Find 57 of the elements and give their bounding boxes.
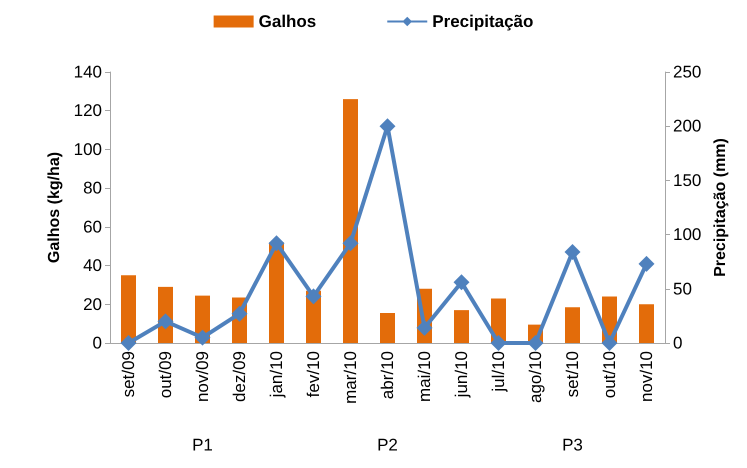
x-tick-label: out/10 — [600, 351, 619, 398]
point — [490, 335, 506, 351]
x-tick-label: set/09 — [119, 351, 138, 398]
y2-tick-label: 0 — [673, 334, 682, 352]
y-tick-label: 0 — [92, 334, 102, 352]
y-tick-label: 80 — [83, 178, 102, 198]
x-tick-label: set/10 — [563, 351, 582, 398]
y2-tick-label: 150 — [673, 170, 702, 190]
point — [158, 313, 174, 330]
legend-label: Precipitação — [432, 12, 534, 31]
point — [638, 256, 654, 272]
y-tick-label: 20 — [83, 294, 102, 314]
bar — [269, 242, 284, 343]
text: P2 — [377, 436, 398, 454]
x-tick-label: mai/10 — [415, 351, 434, 402]
point — [342, 235, 358, 252]
legend-label: Galhos — [258, 12, 316, 31]
point — [528, 335, 544, 351]
bar — [454, 310, 469, 343]
y2-tick-label: 250 — [673, 62, 702, 82]
y-tick-label: 40 — [83, 256, 102, 276]
point — [306, 288, 322, 304]
text: P3 — [562, 436, 583, 454]
y2-axis-title: Precipitação (mm) — [712, 138, 729, 277]
x-tick-label: dez/09 — [230, 351, 249, 402]
bar — [121, 275, 136, 343]
x-tick-label: nov/09 — [193, 351, 212, 402]
y-axis-title: Galhos (kg/ha) — [46, 152, 64, 264]
x-tick-label: out/09 — [156, 351, 175, 398]
y-tick-label: 120 — [74, 101, 102, 120]
y2-tick-label: 100 — [673, 225, 702, 244]
x-tick-label: jan/10 — [267, 351, 286, 398]
y2-tick-label: 50 — [673, 279, 692, 298]
y2-tick-label: 200 — [673, 116, 702, 136]
x-tick-label: fev/10 — [304, 351, 323, 398]
x-tick-label: abr/10 — [378, 351, 397, 400]
point — [416, 320, 432, 336]
y-tick-label: 100 — [74, 140, 102, 159]
point — [194, 330, 210, 346]
point — [454, 274, 470, 290]
bar — [565, 307, 580, 343]
x-tick-label: ago/10 — [526, 351, 545, 403]
point — [232, 306, 248, 322]
bar — [343, 99, 358, 343]
y-tick-label: 60 — [83, 217, 102, 236]
point — [602, 335, 618, 351]
y-tick-label: 140 — [74, 62, 102, 82]
x-tick-label: jun/10 — [452, 351, 471, 398]
x-tick-label: jul/10 — [489, 351, 508, 393]
bar — [380, 312, 395, 343]
point — [120, 335, 136, 351]
x-tick-label: mar/10 — [341, 351, 360, 404]
text: P1 — [192, 436, 213, 454]
x-tick-label: nov/10 — [637, 351, 656, 402]
point — [268, 235, 284, 252]
bar — [639, 304, 654, 343]
point — [564, 244, 580, 260]
